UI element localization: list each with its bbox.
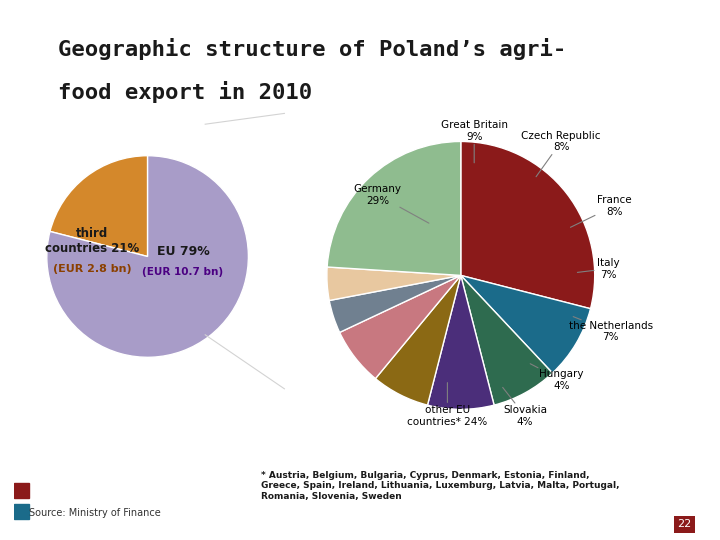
Text: 22: 22 [677,519,691,529]
Wedge shape [428,275,494,409]
Text: other EU
countries* 24%: other EU countries* 24% [408,383,487,427]
Wedge shape [461,275,590,373]
Text: (EUR 2.8 bn): (EUR 2.8 bn) [53,264,132,274]
Bar [14,504,29,519]
Bar [14,483,29,498]
Text: * Austria, Belgium, Bulgaria, Cyprus, Denmark, Estonia, Finland,
Greece, Spain, : * Austria, Belgium, Bulgaria, Cyprus, De… [261,471,619,501]
Text: (EUR 10.7 bn): (EUR 10.7 bn) [143,267,223,276]
Wedge shape [50,156,148,256]
Text: third
countries 21%: third countries 21% [45,227,139,255]
Text: Geographic structure of Poland’s agri-: Geographic structure of Poland’s agri- [58,38,566,60]
Text: Italy
7%: Italy 7% [577,258,619,280]
Text: France
8%: France 8% [570,195,632,227]
Wedge shape [461,141,595,309]
Wedge shape [47,156,248,357]
Text: Germany
29%: Germany 29% [354,184,429,223]
Text: the Netherlands
7%: the Netherlands 7% [569,316,653,342]
Wedge shape [327,267,461,300]
Wedge shape [329,275,461,333]
Text: Hungary
4%: Hungary 4% [530,364,583,390]
Text: Great Britain
9%: Great Britain 9% [441,120,508,163]
Text: food export in 2010: food export in 2010 [58,81,312,103]
Text: Slovakia
4%: Slovakia 4% [503,387,547,427]
Text: Source: Ministry of Finance: Source: Ministry of Finance [29,508,161,518]
Wedge shape [375,275,461,405]
Wedge shape [461,275,552,405]
Wedge shape [327,141,461,275]
Text: Czech Republic
8%: Czech Republic 8% [521,131,601,177]
Wedge shape [340,275,461,379]
Text: EU 79%: EU 79% [156,245,210,258]
